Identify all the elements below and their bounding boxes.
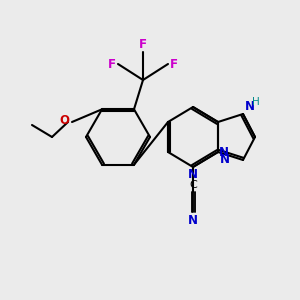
Text: N: N [188, 168, 198, 181]
Text: N: N [188, 214, 198, 227]
Text: F: F [108, 58, 116, 70]
Text: N: N [245, 100, 255, 113]
Text: N: N [220, 153, 230, 166]
Text: F: F [139, 38, 147, 51]
Text: F: F [170, 58, 178, 70]
Text: O: O [59, 115, 69, 128]
Text: C: C [189, 180, 197, 190]
Text: H: H [252, 97, 260, 107]
Text: N: N [219, 146, 229, 158]
